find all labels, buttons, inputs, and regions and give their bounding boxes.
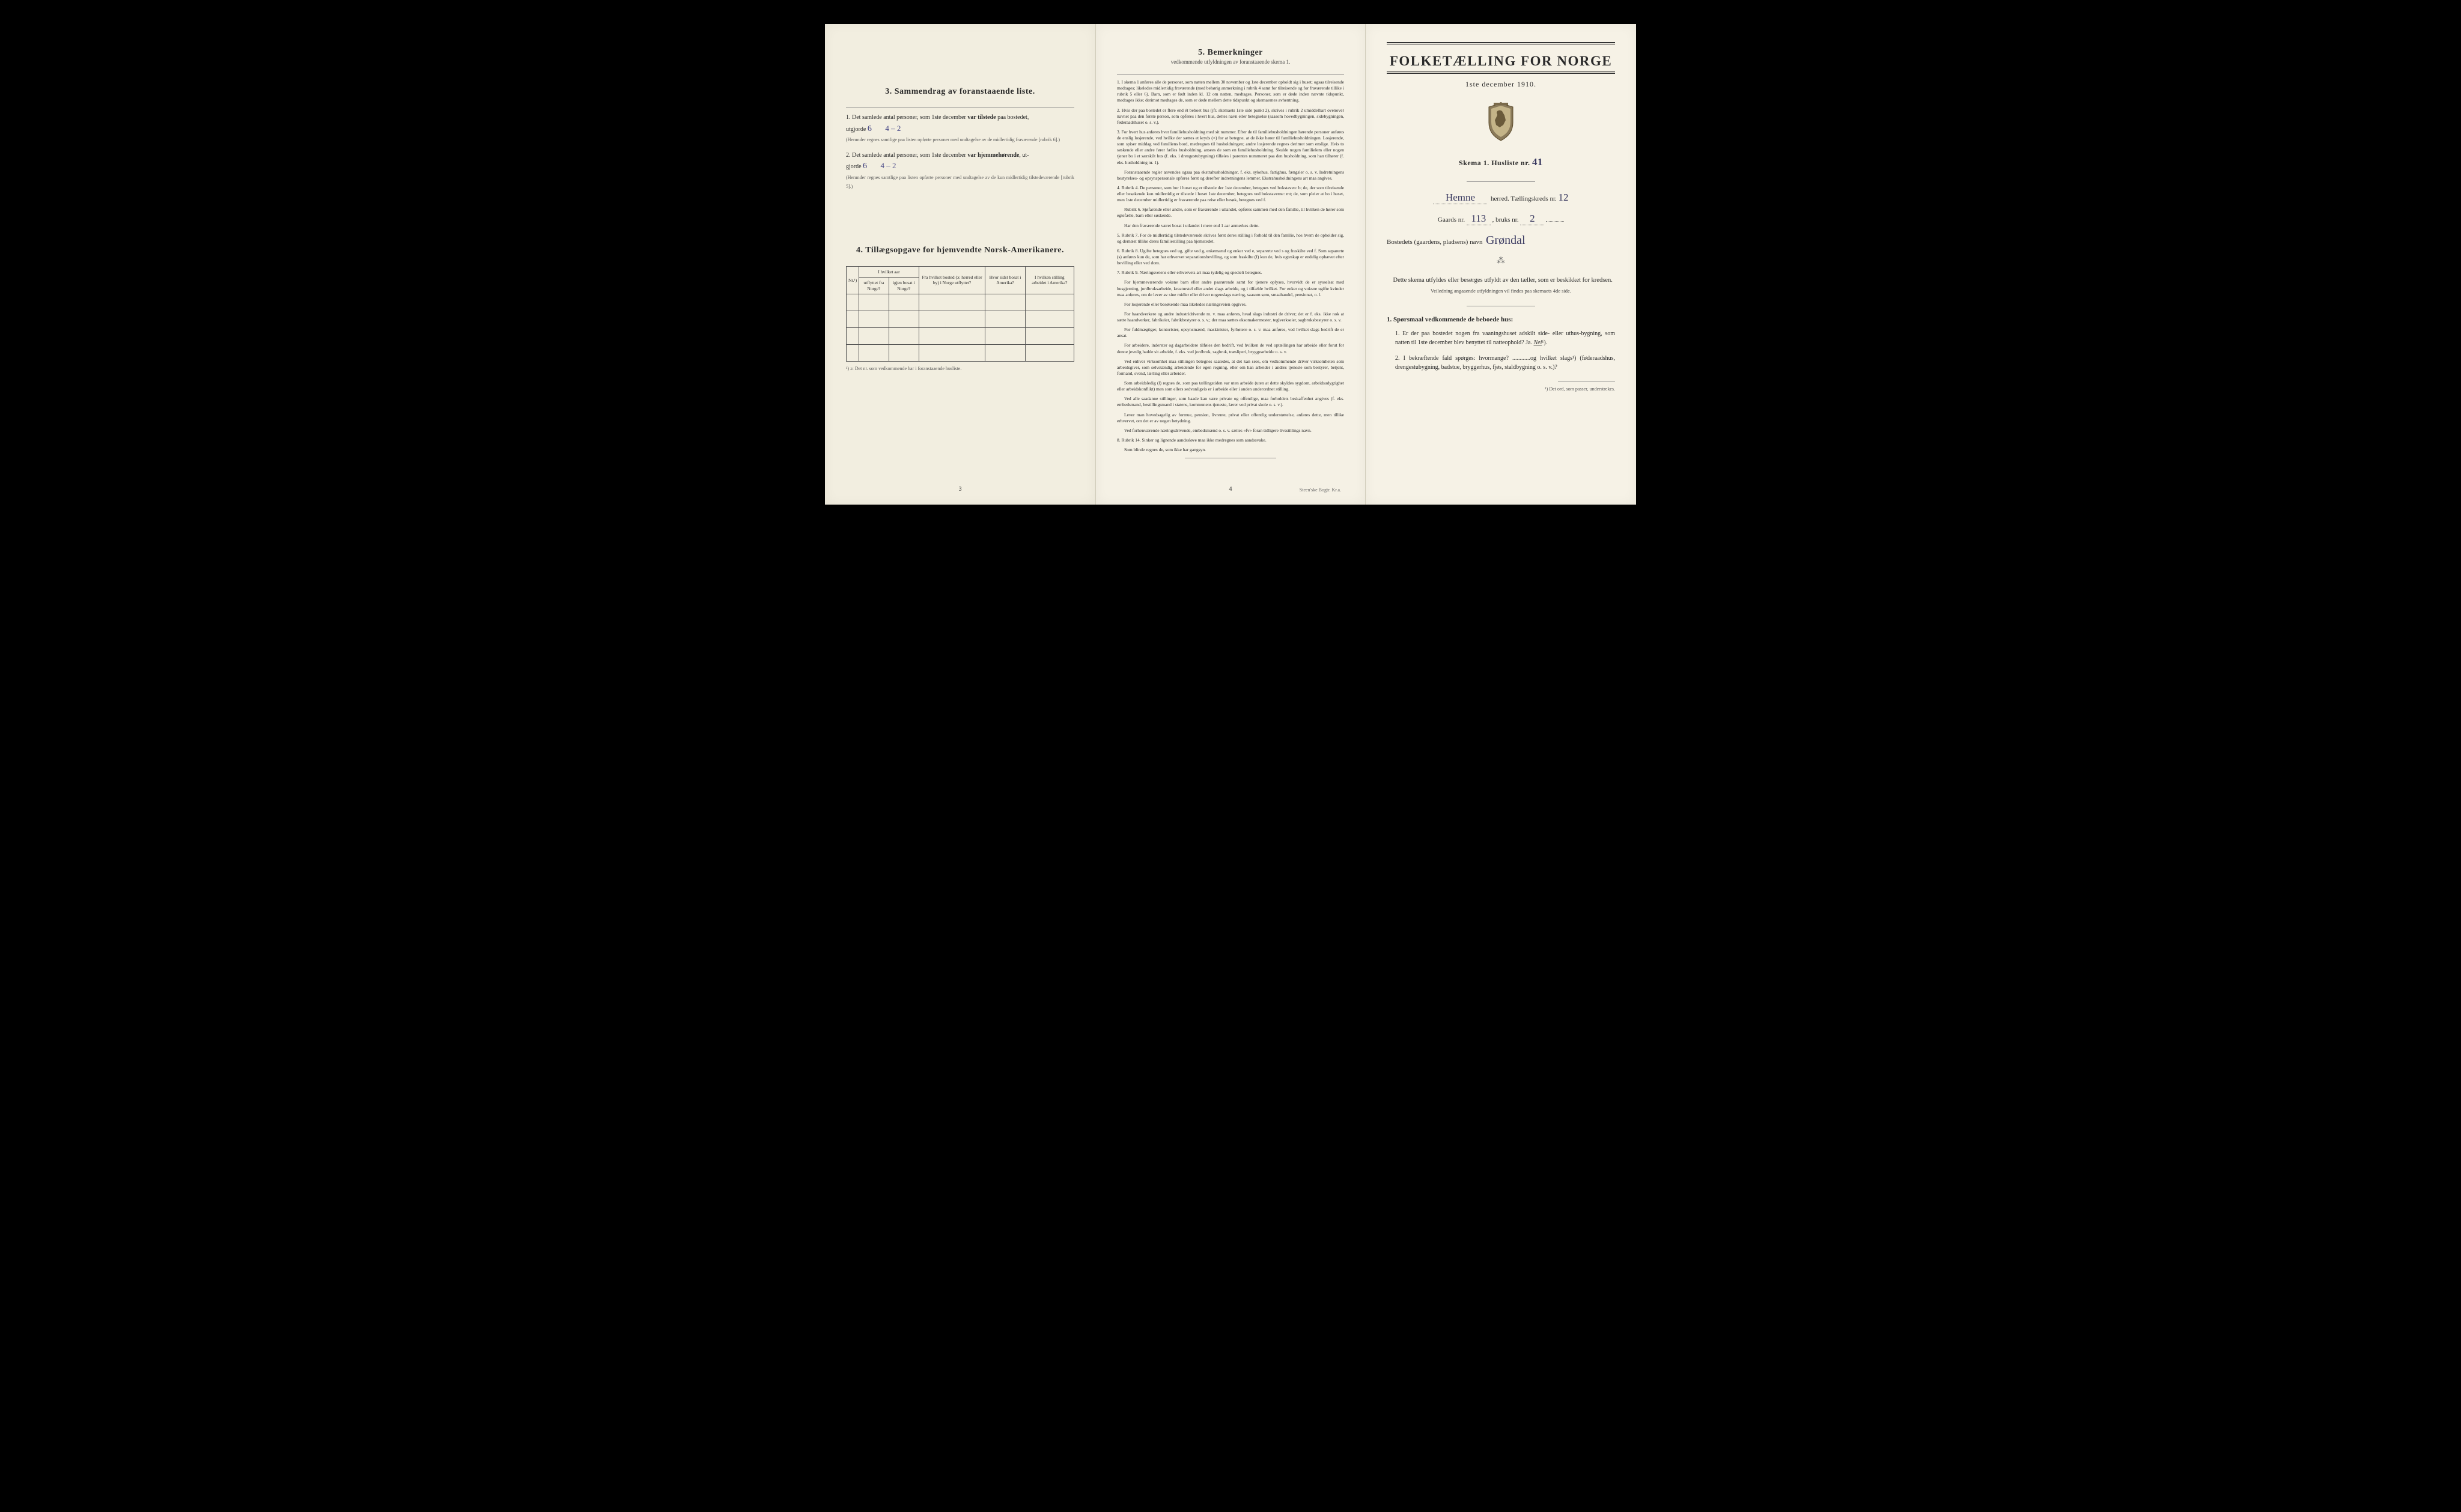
note-7k: Ved forhenværende næringsdrivende, embed… <box>1117 428 1344 434</box>
fine-print: (Herunder regnes samtlige paa listen opf… <box>846 175 1074 190</box>
herred-handwritten: Hemne <box>1433 192 1487 204</box>
text: utgjorde <box>846 126 868 133</box>
note-4: 4. Rubrik 4. De personer, som bor i huse… <box>1117 185 1344 203</box>
note-5: 5. Rubrik 7. For de midlertidig tilstede… <box>1117 232 1344 244</box>
summary-item-1: 1. Det samlede antal personer, som 1ste … <box>846 113 1074 145</box>
three-page-spread: 3. Sammendrag av foranstaaende liste. 1.… <box>825 24 1636 505</box>
bruks-number: 2 <box>1520 213 1544 225</box>
note-8b: Som blinde regnes de, som ikke har gangs… <box>1117 447 1344 453</box>
section-5-subtitle: vedkommende utfyldningen av foranstaaend… <box>1117 59 1344 65</box>
note-7g: Ved enhver virksomhet maa stillingen bet… <box>1117 359 1344 377</box>
kreds-number: 12 <box>1559 192 1569 203</box>
question-heading: 1. Spørsmaal vedkommende de beboede hus: <box>1387 316 1615 323</box>
question-1: 1. Er der paa bostedet nogen fra vaaning… <box>1395 329 1615 348</box>
gaards-line: Gaards nr. 113 , bruks nr. 2 <box>1387 213 1615 225</box>
short-rule <box>1467 181 1535 182</box>
bold: var hjemmehørende <box>967 152 1019 159</box>
note-6: 6. Rubrik 8. Ugifte betegnes ved ug, gif… <box>1117 248 1344 266</box>
text: , ut- <box>1019 152 1029 159</box>
handwritten-breakdown: 4 – 2 <box>881 161 896 170</box>
th-nr: Nr.¹) <box>847 266 859 294</box>
th-position: I hvilken stilling arbeidet i Amerika? <box>1025 266 1074 294</box>
q1-answer-nei: Nei <box>1533 339 1542 346</box>
rule <box>1387 71 1615 72</box>
note-7c: For losjerende eller besøkende maa likel… <box>1117 302 1344 308</box>
note-7j: Lever man hovedsagelig av formue, pensio… <box>1117 412 1344 424</box>
section-5-title: 5. Bemerkninger <box>1117 48 1344 58</box>
skema-label: Skema 1. Husliste nr. <box>1459 159 1530 167</box>
note-7d: For haandverkere og andre industridriven… <box>1117 311 1344 323</box>
rule <box>1387 42 1615 43</box>
note-1: 1. I skema 1 anføres alle de personer, s… <box>1117 79 1344 104</box>
note-8: 8. Rubrik 14. Sinker og lignende aandssl… <box>1117 437 1344 443</box>
question-2: 2. I bekræftende fald spørges: hvormange… <box>1395 354 1615 372</box>
bosted-label: Bostedets (gaardens, pladsens) navn <box>1387 238 1482 246</box>
page-1-cover: FOLKETÆLLING FOR NORGE 1ste december 191… <box>1366 24 1636 505</box>
note-7b: For hjemmeværende voksne barn eller andr… <box>1117 279 1344 297</box>
bosted-handwritten: Grøndal <box>1486 234 1526 247</box>
main-title: FOLKETÆLLING FOR NORGE <box>1387 53 1615 69</box>
th-returned: igjen bosat i Norge? <box>889 278 919 294</box>
handwritten-count: 6 <box>863 162 867 171</box>
handwritten-breakdown: 4 – 2 <box>885 124 901 133</box>
bosted-line: Bostedets (gaardens, pladsens) navn Grøn… <box>1387 234 1615 247</box>
rule <box>1387 73 1615 74</box>
th-year: I hvilket aar <box>859 266 919 277</box>
note-3b: Foranstaaende regler anvendes ogsaa paa … <box>1117 169 1344 181</box>
q1-sup: ¹). <box>1542 339 1547 346</box>
th-america: Hvor sidst bosat i Amerika? <box>985 266 1025 294</box>
bold: var tilstede <box>967 114 996 121</box>
note-7: 7. Rubrik 9. Næringsveiens eller erhverv… <box>1117 270 1344 276</box>
coat-of-arms <box>1387 102 1615 143</box>
gaards-label: Gaards nr. <box>1438 216 1465 223</box>
note-2: 2. Hvis der paa bostedet er flere end ét… <box>1117 108 1344 126</box>
skema-line: Skema 1. Husliste nr. 41 <box>1387 156 1615 168</box>
page-number: 3 <box>959 486 962 493</box>
gaards-number: 113 <box>1467 213 1491 225</box>
section-3-title: 3. Sammendrag av foranstaaende liste. <box>846 87 1074 97</box>
page-3: 3. Sammendrag av foranstaaende liste. 1.… <box>825 24 1095 505</box>
census-date: 1ste december 1910. <box>1387 80 1615 89</box>
herred-line: Hemne herred. Tællingskreds nr. 12 <box>1387 192 1615 204</box>
table-row <box>847 294 1074 311</box>
text: 1. Det samlede antal personer, som 1ste … <box>846 114 967 121</box>
intro-text: Dette skema utfyldes eller besørges utfy… <box>1387 276 1615 285</box>
note-4b: Rubrik 6. Sjøfarende eller andre, som er… <box>1117 207 1344 219</box>
note-7h: Som arbeidsledig (l) regnes de, som paa … <box>1117 380 1344 392</box>
intro: Dette skema utfyldes eller besørges utfy… <box>1393 277 1613 284</box>
summary-item-2: 2. Det samlede antal personer, som 1ste … <box>846 151 1074 192</box>
table-row <box>847 345 1074 362</box>
note-4c: Har den fraværende været bosat i utlande… <box>1117 223 1344 229</box>
page-4: 5. Bemerkninger vedkommende utfyldningen… <box>1095 24 1366 505</box>
note-7i: Ved alle saadanne stillinger, som baade … <box>1117 396 1344 408</box>
fine-print: (Herunder regnes samtlige paa listen opf… <box>846 137 1060 142</box>
note-3: 3. For hvert hus anføres hver familiehus… <box>1117 129 1344 166</box>
page-number: 4 <box>1229 486 1232 493</box>
th-from: Fra hvilket bosted (ɔ: herred eller by) … <box>919 266 985 294</box>
printer-credit: Steen'ske Bogtr. Kr.a. <box>1300 487 1341 493</box>
bruks-label: , bruks nr. <box>1492 216 1519 223</box>
q1-text: 1. Er der paa bostedet nogen fra vaaning… <box>1395 330 1615 347</box>
note-7f: For arbeidere, inderster og dagarbeidere… <box>1117 342 1344 354</box>
handwritten-count: 6 <box>868 124 872 133</box>
table-row <box>847 311 1074 328</box>
section-4-title: 4. Tillægsopgave for hjemvendte Norsk-Am… <box>846 246 1074 255</box>
text: gjorde <box>846 163 863 170</box>
text: paa bostedet, <box>996 114 1029 121</box>
husliste-number: 41 <box>1532 156 1543 168</box>
intro-sub: Veiledning angaaende utfyldningen vil fi… <box>1387 288 1615 294</box>
ornament: ⁂ <box>1387 256 1615 266</box>
americans-table: Nr.¹) I hvilket aar Fra hvilket bosted (… <box>846 266 1074 362</box>
text: 2. Det samlede antal personer, som 1ste … <box>846 152 967 159</box>
footnote: ¹) Det ord, som passer, understrekes. <box>1387 386 1615 392</box>
table-row <box>847 328 1074 345</box>
table-footnote: ¹) ɔ: Det nr. som vedkommende har i fora… <box>846 365 1074 372</box>
th-emigrated: utflyttet fra Norge? <box>859 278 889 294</box>
note-7e: For fuldmægtiger, kontorister, opsynsmæn… <box>1117 327 1344 339</box>
herred-label: herred. Tællingskreds nr. <box>1491 195 1557 202</box>
